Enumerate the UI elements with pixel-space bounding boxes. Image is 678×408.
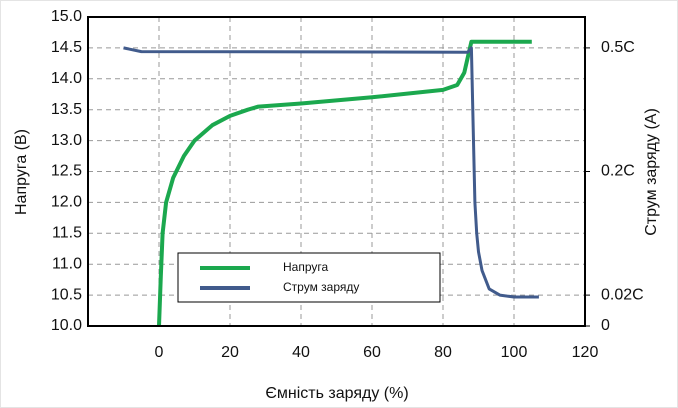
x-tick-label: 120	[572, 344, 599, 361]
y-tick-label: 10.5	[51, 286, 82, 303]
legend-box	[177, 252, 441, 303]
plot-frame	[87, 16, 586, 327]
series-line	[123, 46, 539, 299]
x-tick-label: 40	[292, 344, 310, 361]
y2-tick-label: 0	[601, 317, 610, 334]
y-tick-label: 10.0	[51, 317, 82, 334]
y2-tick-label: 0.02C	[601, 286, 644, 303]
x-tick-label: 100	[501, 344, 528, 361]
x-tick-label: 60	[363, 344, 381, 361]
y-tick-label: 12.0	[51, 194, 82, 211]
legend-label: Струм заряду	[283, 280, 359, 294]
y-tick-label: 13.5	[51, 101, 82, 118]
y-axis-label: Напруга (В)	[13, 129, 30, 215]
y-tick-label: 13.0	[51, 132, 82, 149]
y-tick-label: 14.0	[51, 70, 82, 87]
y2-tick-label: 0.2C	[601, 163, 635, 180]
y-tick-label: 11.5	[52, 225, 82, 242]
y-tick-label: 12.5	[51, 163, 82, 180]
y2-axis-label: Струм заряду (А)	[643, 108, 660, 236]
y-tick-label: 15.0	[51, 8, 82, 25]
legend-label: Напруга	[283, 260, 328, 274]
x-tick-label: 80	[434, 344, 452, 361]
series-line	[157, 39, 532, 327]
y2-tick-label: 0.5C	[601, 39, 635, 56]
x-tick-label: 0	[155, 344, 164, 361]
x-tick-label: 20	[221, 344, 239, 361]
y-tick-label: 14.5	[51, 39, 82, 56]
y-tick-label: 11.0	[52, 255, 82, 272]
x-axis-label: Ємність заряду (%)	[265, 385, 408, 402]
